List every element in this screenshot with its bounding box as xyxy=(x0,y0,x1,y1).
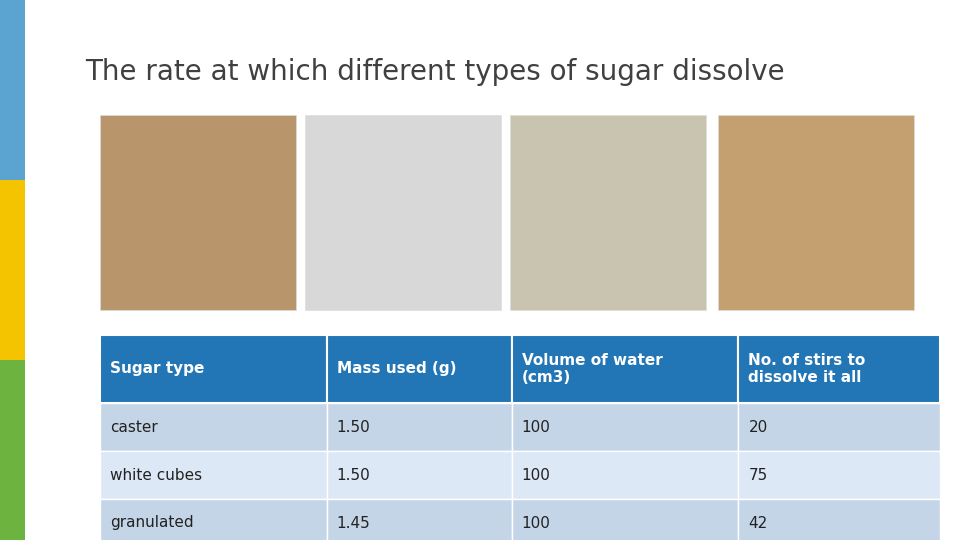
Text: 100: 100 xyxy=(521,420,550,435)
Bar xyxy=(512,499,738,540)
Bar xyxy=(305,115,501,310)
Text: 75: 75 xyxy=(749,468,768,483)
Bar xyxy=(0,360,25,540)
Bar xyxy=(510,115,706,310)
Bar xyxy=(0,0,25,180)
Bar xyxy=(100,335,326,403)
Text: white cubes: white cubes xyxy=(110,468,203,483)
Text: Sugar type: Sugar type xyxy=(110,361,204,376)
Bar xyxy=(100,499,326,540)
Text: 1.50: 1.50 xyxy=(337,420,371,435)
Text: 100: 100 xyxy=(521,468,550,483)
Bar xyxy=(738,499,940,540)
Bar xyxy=(512,403,738,451)
Bar xyxy=(718,115,914,310)
Text: 42: 42 xyxy=(749,516,768,530)
Text: No. of stirs to
dissolve it all: No. of stirs to dissolve it all xyxy=(749,353,866,385)
Text: 20: 20 xyxy=(749,420,768,435)
Text: 1.50: 1.50 xyxy=(337,468,371,483)
Text: 100: 100 xyxy=(521,516,550,530)
Bar xyxy=(326,335,512,403)
Text: Mass used (g): Mass used (g) xyxy=(337,361,456,376)
Text: 1.45: 1.45 xyxy=(337,516,371,530)
Bar xyxy=(738,451,940,499)
Text: granulated: granulated xyxy=(110,516,194,530)
Bar xyxy=(100,403,326,451)
Bar xyxy=(512,335,738,403)
Text: caster: caster xyxy=(110,420,157,435)
Bar xyxy=(738,335,940,403)
Bar xyxy=(100,451,326,499)
Bar xyxy=(100,115,296,310)
Text: Volume of water
(cm3): Volume of water (cm3) xyxy=(521,353,662,385)
Text: The rate at which different types of sugar dissolve: The rate at which different types of sug… xyxy=(85,58,784,86)
Bar xyxy=(512,451,738,499)
Bar xyxy=(738,403,940,451)
Bar xyxy=(326,403,512,451)
Bar xyxy=(0,180,25,360)
Bar xyxy=(326,499,512,540)
Bar xyxy=(326,451,512,499)
